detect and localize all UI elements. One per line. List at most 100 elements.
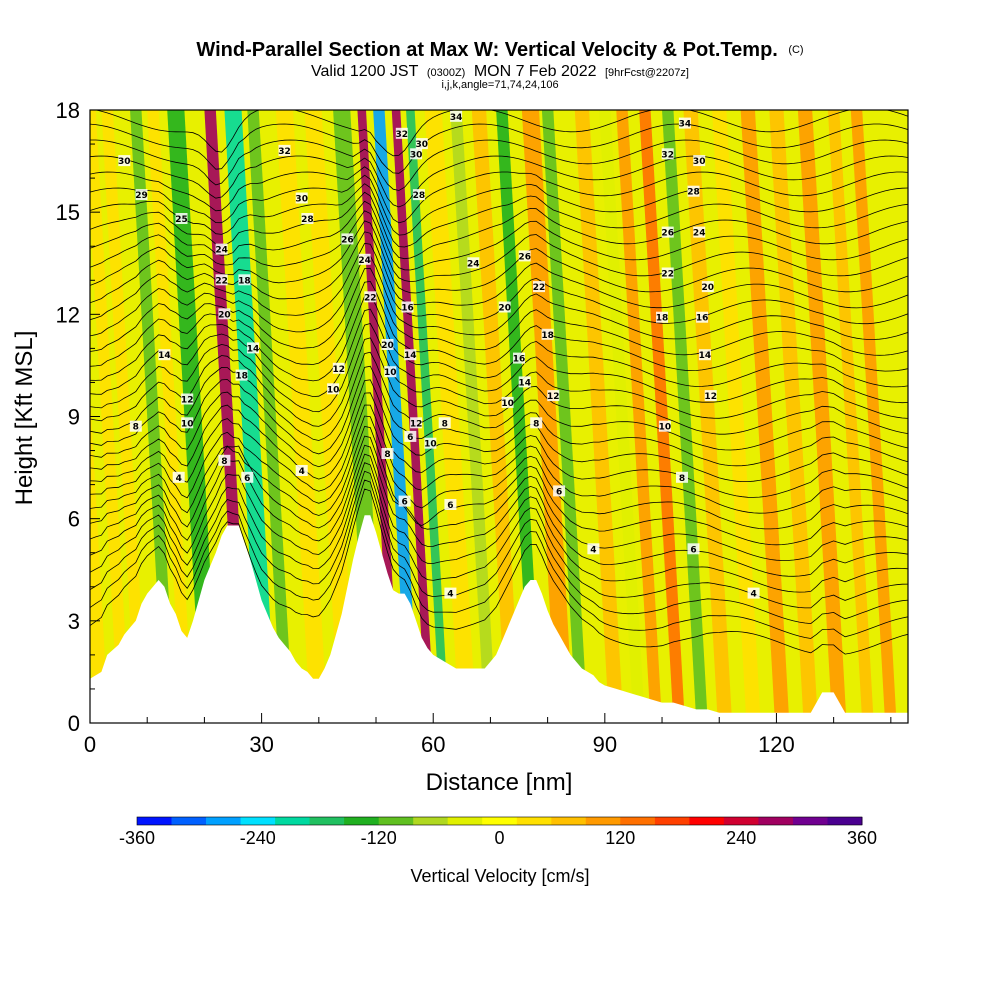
contour-label: 30 bbox=[410, 148, 423, 160]
contour-label: 22 bbox=[364, 291, 377, 303]
contour-label-text: 6 bbox=[690, 545, 696, 555]
contour-label: 14 bbox=[698, 349, 712, 361]
contour-label-bg bbox=[412, 189, 425, 201]
contour-label-bg bbox=[424, 437, 437, 449]
contour-label-bg bbox=[384, 366, 397, 378]
velocity-band bbox=[496, 110, 542, 723]
contour-label: 10 bbox=[327, 383, 340, 395]
colorbar-swatch bbox=[758, 817, 794, 825]
theta-contour bbox=[90, 479, 908, 639]
contour-label-bg bbox=[364, 291, 377, 303]
theta-contour bbox=[90, 365, 908, 467]
contour-label: 16 bbox=[696, 311, 709, 324]
theta-contour bbox=[90, 139, 908, 191]
contour-label-text: 20 bbox=[498, 304, 511, 314]
valid-prefix: Valid 1200 JST bbox=[311, 63, 419, 80]
contour-label: 12 bbox=[704, 390, 717, 402]
contour-label: 24 bbox=[467, 257, 480, 269]
contour-label-text: 10 bbox=[181, 419, 194, 429]
contour-label-bg bbox=[541, 328, 554, 340]
colorbar-swatch bbox=[137, 817, 172, 825]
colorbar-swatch bbox=[793, 817, 828, 825]
chart-title-group: Wind-Parallel Section at Max W: Vertical… bbox=[196, 39, 803, 61]
contour-label-text: 30 bbox=[118, 157, 131, 167]
contour-label-bg bbox=[698, 349, 711, 361]
contour-label-bg bbox=[661, 148, 674, 160]
contour-label: 6 bbox=[444, 499, 457, 511]
velocity-band bbox=[827, 110, 874, 723]
contour-label: 12 bbox=[181, 393, 193, 406]
grid-point-info: i,j,k,angle=71,74,24,106 bbox=[441, 79, 558, 91]
velocity-band bbox=[450, 110, 497, 723]
x-axis: 0 30 60 90 120 bbox=[84, 713, 892, 757]
contour-label-text: 22 bbox=[215, 276, 228, 286]
contour-label-bg bbox=[218, 454, 231, 466]
contour-label-text: 30 bbox=[295, 195, 308, 205]
x-axis-label: Distance [nm] bbox=[426, 769, 573, 796]
colorbar-title: Vertical Velocity [cm/s] bbox=[410, 866, 589, 886]
contour-label-bg bbox=[676, 471, 688, 483]
theta-contour bbox=[90, 323, 908, 419]
contour-label: 8 bbox=[438, 417, 451, 429]
contour-label-text: 6 bbox=[556, 487, 562, 497]
contour-label: 4 bbox=[295, 465, 308, 477]
contour-label: 34 bbox=[679, 117, 692, 130]
contour-label-bg bbox=[410, 148, 423, 160]
contour-label-text: 28 bbox=[413, 191, 426, 201]
colorbar-swatch bbox=[378, 817, 414, 825]
y-tick-label: 18 bbox=[56, 98, 80, 123]
velocity-band bbox=[712, 110, 761, 723]
contour-label: 30 bbox=[416, 138, 428, 150]
velocity-band bbox=[424, 110, 477, 723]
contour-label-text: 34 bbox=[679, 120, 692, 130]
velocity-band bbox=[471, 110, 521, 723]
contour-label: 29 bbox=[135, 189, 148, 201]
colorbar-swatch bbox=[482, 817, 518, 825]
contour-label-text: 20 bbox=[702, 283, 715, 293]
contour-label-text: 22 bbox=[661, 270, 674, 280]
theta-contour bbox=[90, 123, 908, 174]
contour-label-bg bbox=[327, 383, 340, 395]
theta-contour bbox=[90, 379, 908, 482]
velocity-band bbox=[391, 110, 435, 723]
contour-label-bg bbox=[398, 495, 411, 507]
x-tick-label: 120 bbox=[758, 732, 795, 757]
theta-contour bbox=[90, 337, 908, 435]
contour-label: 8 bbox=[676, 471, 688, 484]
contour-label: 28 bbox=[687, 185, 700, 198]
valid-utc: (0300Z) bbox=[427, 67, 466, 79]
contour-label-text: 34 bbox=[450, 113, 463, 123]
contour-label-text: 8 bbox=[442, 419, 448, 429]
contour-label-bg bbox=[696, 311, 709, 323]
contour-label-bg bbox=[410, 417, 423, 429]
velocity-band bbox=[224, 110, 276, 723]
contour-label-text: 12 bbox=[410, 419, 423, 429]
contour-label-bg bbox=[687, 185, 700, 197]
theta-contour bbox=[90, 166, 908, 224]
contour-label: 18 bbox=[235, 369, 248, 382]
contour-label: 18 bbox=[541, 328, 554, 341]
contour-label-text: 18 bbox=[541, 331, 554, 341]
contour-label-text: 10 bbox=[659, 423, 672, 433]
colorbar-swatch bbox=[689, 817, 725, 825]
colorbar-swatch bbox=[309, 817, 345, 825]
colorbar-tick-label: -120 bbox=[361, 828, 397, 848]
contour-label-text: 32 bbox=[396, 130, 409, 140]
contour-label-bg bbox=[656, 311, 668, 323]
contour-label: 28 bbox=[412, 189, 426, 201]
colorbar-swatch bbox=[551, 817, 587, 825]
velocity-band bbox=[541, 110, 588, 723]
contour-label-text: 14 bbox=[699, 351, 712, 361]
velocity-band bbox=[797, 110, 847, 723]
contour-label: 12 bbox=[410, 417, 423, 429]
theta-contour bbox=[90, 470, 908, 625]
contour-label-bg bbox=[332, 362, 345, 374]
colorbar-swatch bbox=[344, 817, 380, 825]
velocity-band bbox=[740, 110, 790, 723]
contour-label-bg bbox=[241, 471, 254, 483]
contour-label-bg bbox=[530, 417, 543, 429]
y-tick-label: 0 bbox=[68, 711, 80, 736]
velocity-band bbox=[616, 110, 663, 723]
contour-label-bg bbox=[498, 301, 511, 313]
contour-label: 6 bbox=[553, 485, 566, 497]
